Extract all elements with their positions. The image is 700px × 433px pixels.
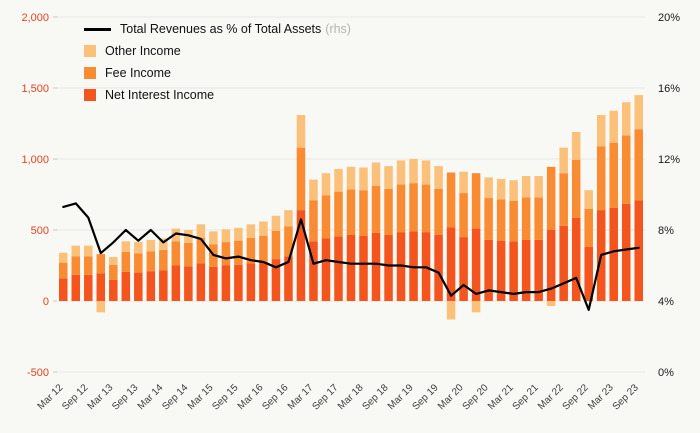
svg-text:500: 500 [31,225,49,237]
svg-text:Mar 23: Mar 23 [586,382,616,412]
svg-text:1,500: 1,500 [21,83,49,95]
svg-text:Mar 16: Mar 16 [236,382,266,412]
rhs-note: (rhs) [325,22,351,36]
svg-text:0: 0 [43,296,49,308]
svg-text:Mar 19: Mar 19 [386,382,416,412]
fee-income-swatch [84,67,96,79]
svg-text:Sep 12: Sep 12 [60,382,90,412]
svg-text:20%: 20% [658,12,680,24]
svg-text:1,000: 1,000 [21,154,49,166]
svg-text:Mar 14: Mar 14 [136,382,166,412]
svg-text:Sep 13: Sep 13 [110,382,140,412]
svg-text:0%: 0% [658,367,674,379]
svg-text:Sep 18: Sep 18 [360,382,390,412]
legend-item-fee-income: Fee Income [84,66,351,80]
svg-text:Mar 20: Mar 20 [436,382,466,412]
legend-label-fee-income: Fee Income [105,66,172,80]
svg-text:Sep 16: Sep 16 [260,382,290,412]
svg-text:Mar 18: Mar 18 [336,382,366,412]
line-series-marker [84,27,111,31]
svg-text:Sep 22: Sep 22 [561,382,591,412]
legend-item-net-interest-income: Net Interest Income [84,88,351,102]
svg-text:Sep 15: Sep 15 [210,382,240,412]
svg-text:2,000: 2,000 [21,12,49,24]
svg-text:4%: 4% [658,296,674,308]
svg-text:Sep 14: Sep 14 [160,382,190,412]
svg-text:-500: -500 [27,367,49,379]
svg-text:Sep 20: Sep 20 [461,382,491,412]
legend-label-other-income: Other Income [105,44,181,58]
legend-item-other-income: Other Income [84,44,351,58]
svg-text:12%: 12% [658,154,680,166]
legend-label-total-revenues: Total Revenues as % of Total Assets (rhs) [120,22,351,36]
net-interest-income-swatch [84,89,96,101]
svg-text:Sep 23: Sep 23 [611,382,641,412]
svg-text:Mar 15: Mar 15 [186,382,216,412]
svg-text:Mar 21: Mar 21 [486,382,516,412]
svg-text:Sep 21: Sep 21 [511,382,541,412]
svg-text:Sep 19: Sep 19 [411,382,441,412]
svg-text:Mar 17: Mar 17 [286,382,316,412]
svg-text:Sep 17: Sep 17 [310,382,340,412]
legend-item-total-revenues: Total Revenues as % of Total Assets (rhs) [84,22,351,36]
svg-text:Mar 12: Mar 12 [36,382,66,412]
svg-text:16%: 16% [658,83,680,95]
svg-text:Mar 13: Mar 13 [86,382,116,412]
legend-label-net-interest-income: Net Interest Income [105,88,215,102]
chart-legend: Total Revenues as % of Total Assets (rhs)… [84,22,351,102]
svg-text:8%: 8% [658,225,674,237]
svg-text:Mar 22: Mar 22 [536,382,566,412]
other-income-swatch [84,45,96,57]
